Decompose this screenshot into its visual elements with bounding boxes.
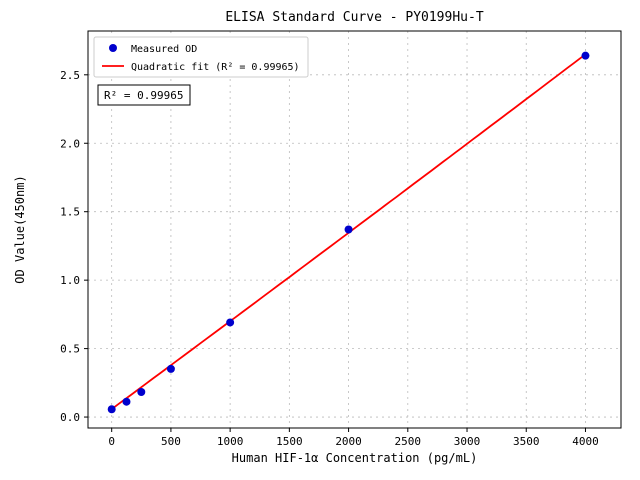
x-axis-label: Human HIF-1α Concentration (pg/mL) (232, 451, 478, 465)
x-tick-label: 2000 (335, 435, 362, 448)
x-tick-label: 4000 (572, 435, 599, 448)
chart-title: ELISA Standard Curve - PY0199Hu-T (225, 10, 483, 25)
measured-od-series (107, 51, 590, 414)
y-axis-label: OD Value(450nm) (13, 175, 27, 283)
data-point (581, 51, 590, 60)
x-axis: 0 500 1000 1500 2000 2500 3000 3500 4000 (108, 428, 599, 448)
y-tick-label: 2.0 (60, 137, 80, 150)
y-tick-label: 1.0 (60, 274, 80, 287)
x-tick-label: 500 (161, 435, 181, 448)
data-point (107, 405, 116, 414)
y-tick-label: 0.0 (60, 411, 80, 424)
y-tick-label: 1.5 (60, 206, 80, 219)
x-tick-label: 1500 (276, 435, 303, 448)
r-squared-annotation: R² = 0.99965 (97, 84, 191, 106)
r-squared-text: R² = 0.99965 (104, 89, 183, 102)
plot-border (87, 30, 622, 429)
data-point (122, 397, 131, 406)
legend-label-fit-line: Quadratic fit (R² = 0.99965) (131, 62, 300, 73)
y-axis: 0.0 0.5 1.0 1.5 2.0 2.5 (60, 69, 88, 424)
data-point (344, 225, 353, 234)
legend-marker-measured-od (109, 44, 117, 52)
legend-label-measured-od: Measured OD (131, 44, 197, 55)
data-point (166, 364, 175, 373)
x-tick-label: 0 (108, 435, 115, 448)
grid (88, 31, 621, 428)
data-point (226, 318, 235, 327)
y-tick-label: 2.5 (60, 69, 80, 82)
legend: Measured OD Quadratic fit (R² = 0.99965) (93, 36, 309, 78)
data-point (137, 387, 146, 396)
y-tick-label: 0.5 (60, 343, 80, 356)
x-tick-label: 3500 (513, 435, 540, 448)
x-tick-label: 1000 (217, 435, 244, 448)
x-tick-label: 3000 (454, 435, 481, 448)
x-tick-label: 2500 (395, 435, 422, 448)
